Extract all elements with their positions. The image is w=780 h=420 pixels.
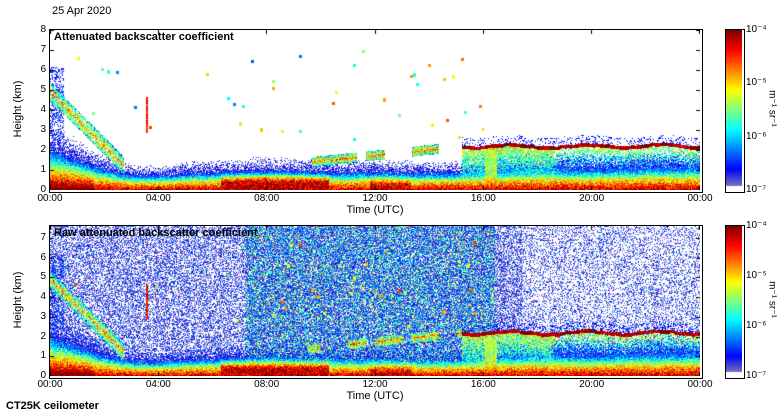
x-tick-label: 12:00	[362, 379, 388, 390]
x-tick-label: 08:00	[254, 379, 280, 390]
raw-backscatter-heatmap	[50, 226, 700, 376]
y-tick-label: 4	[40, 104, 46, 115]
y-tick-label: 3	[40, 124, 46, 135]
colorbar-tick-label: 10⁻⁵	[746, 77, 767, 89]
y-tick-label: 1	[40, 350, 46, 362]
colorbar-tick-label: 10⁻⁷	[746, 184, 767, 195]
panel-raw-backscatter: Raw attenuated backscatter coefficient	[49, 225, 703, 379]
y-tick-label: 5	[40, 271, 46, 283]
x-tick-label: 20:00	[579, 193, 605, 204]
y-tick-label: 4	[40, 291, 46, 303]
y-tick-label: 2	[40, 330, 46, 342]
panel-title-attenuated: Attenuated backscatter coefficient	[54, 31, 234, 43]
y-tick-label: 1	[40, 164, 46, 175]
colorbar-tick-label: 10⁻⁶	[746, 320, 767, 331]
x-tick-label: 12:00	[362, 193, 388, 204]
x-tick-label: 16:00	[470, 193, 496, 204]
y-tick-label: 3	[40, 310, 46, 322]
attenuated-backscatter-heatmap	[50, 30, 700, 190]
colorbar-tick-label: 10⁻⁵	[746, 270, 767, 281]
x-tick-label: 16:00	[470, 379, 496, 390]
colorbar-raw	[725, 225, 745, 379]
x-tick-label: 00:00	[687, 379, 713, 390]
y-tick-label: 6	[40, 251, 46, 263]
y-tick-label: 7	[40, 231, 46, 243]
y-tick-label: 8	[40, 24, 46, 35]
colorbar-gradient-icon	[726, 30, 742, 190]
instrument-label: CT25K ceilometer	[6, 400, 99, 412]
x-tick-label: 04:00	[145, 379, 171, 390]
colorbar-attenuated	[725, 29, 745, 193]
colorbar-tick-label: 10⁻⁴	[746, 24, 767, 35]
y-tick-label: 0	[40, 370, 46, 381]
panel-title-raw: Raw attenuated backscatter coefficient	[54, 227, 258, 239]
colorbar-tick-label: 10⁻⁶	[746, 130, 767, 142]
x-tick-label: 00:00	[37, 193, 63, 204]
y-tick-label: 6	[40, 64, 46, 75]
y-tick-label: 7	[40, 44, 46, 55]
x-tick-label: 00:00	[37, 379, 63, 390]
x-axis-label-bottom: Time (UTC)	[346, 390, 404, 402]
y-tick-label: 2	[40, 144, 46, 155]
colorbar-gradient-icon	[726, 226, 742, 376]
colorbar-tick-label: 10⁻⁷	[746, 370, 767, 381]
panel-attenuated-backscatter: Attenuated backscatter coefficient	[49, 29, 703, 193]
x-tick-label: 04:00	[145, 193, 171, 204]
x-axis-label-top: Time (UTC)	[346, 204, 404, 216]
date-label: 25 Apr 2020	[52, 5, 112, 17]
x-tick-label: 00:00	[687, 193, 713, 204]
colorbar-tick-label: 10⁻⁴	[746, 220, 767, 231]
x-tick-label: 20:00	[579, 379, 605, 390]
y-tick-label: 0	[40, 184, 46, 195]
y-tick-label: 5	[40, 84, 46, 95]
x-tick-label: 08:00	[254, 193, 280, 204]
